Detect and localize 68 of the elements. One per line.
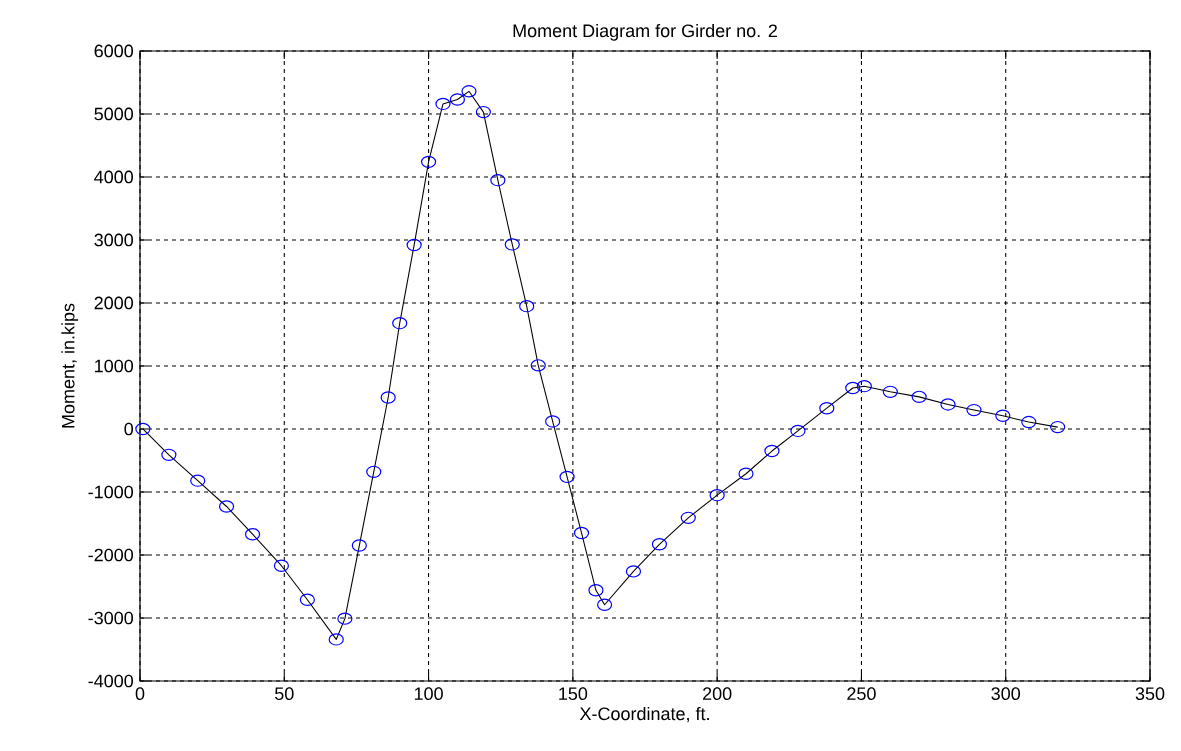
point <box>966 403 982 417</box>
point <box>545 415 561 428</box>
x-tick-label: 300 <box>991 687 1021 700</box>
y-tick-label: 2000 <box>94 296 134 310</box>
point <box>940 398 956 411</box>
point <box>449 93 466 106</box>
y-tick-label: -1000 <box>88 485 134 499</box>
point <box>845 381 861 395</box>
point <box>392 316 408 330</box>
point <box>597 598 613 611</box>
point <box>244 528 261 541</box>
point <box>625 565 642 578</box>
y-tick-label: -3000 <box>88 611 134 625</box>
point <box>461 85 477 98</box>
point <box>911 390 927 404</box>
x-tick-label: 200 <box>703 687 732 700</box>
point <box>1050 420 1066 434</box>
point <box>161 448 177 462</box>
point <box>435 97 451 111</box>
chart-title: Moment Diagram for Girder no. 2 <box>513 23 777 41</box>
point <box>651 538 668 551</box>
x-tick-label: 250 <box>847 687 876 700</box>
point <box>738 467 754 480</box>
x-tick-label: 150 <box>559 687 588 700</box>
point <box>882 385 898 399</box>
y-axis-title: Moment, in.kips <box>61 303 79 428</box>
x-tick-label: 0 <box>135 687 145 700</box>
point <box>559 470 575 484</box>
point <box>995 409 1011 422</box>
point <box>530 359 546 372</box>
point <box>380 391 396 404</box>
point <box>351 539 367 552</box>
point <box>273 559 289 572</box>
point <box>406 238 422 252</box>
point <box>588 584 604 597</box>
point <box>819 402 835 415</box>
point <box>573 526 590 540</box>
point <box>299 593 315 606</box>
x-tick-label: 100 <box>414 687 443 700</box>
y-tick-label: -2000 <box>88 548 134 562</box>
x-axis-title: X-Coordinate, ft. <box>579 706 709 723</box>
y-tick-label: -4000 <box>88 674 134 688</box>
y-tick-label: 1000 <box>95 359 134 373</box>
point <box>328 633 344 646</box>
point <box>519 299 535 313</box>
point <box>790 424 806 438</box>
point <box>218 500 235 513</box>
x-tick-label: 50 <box>274 687 294 700</box>
y-tick-label: 6000 <box>94 44 134 58</box>
y-tick-label: 0 <box>124 422 134 436</box>
point <box>190 474 206 487</box>
point <box>420 155 437 169</box>
line-series <box>142 90 1059 640</box>
point <box>764 444 780 458</box>
point <box>504 238 520 251</box>
point <box>709 488 725 502</box>
y-tick-label: 5000 <box>94 107 134 121</box>
point <box>135 422 151 436</box>
point <box>366 465 382 479</box>
point <box>856 379 872 393</box>
y-tick-label: 3000 <box>94 233 134 247</box>
point <box>475 105 492 119</box>
point <box>680 511 696 525</box>
point <box>490 173 506 187</box>
point <box>337 612 353 625</box>
y-tick-label: 4000 <box>94 170 134 184</box>
point <box>1021 415 1037 429</box>
x-tick-label: 350 <box>1135 687 1165 700</box>
